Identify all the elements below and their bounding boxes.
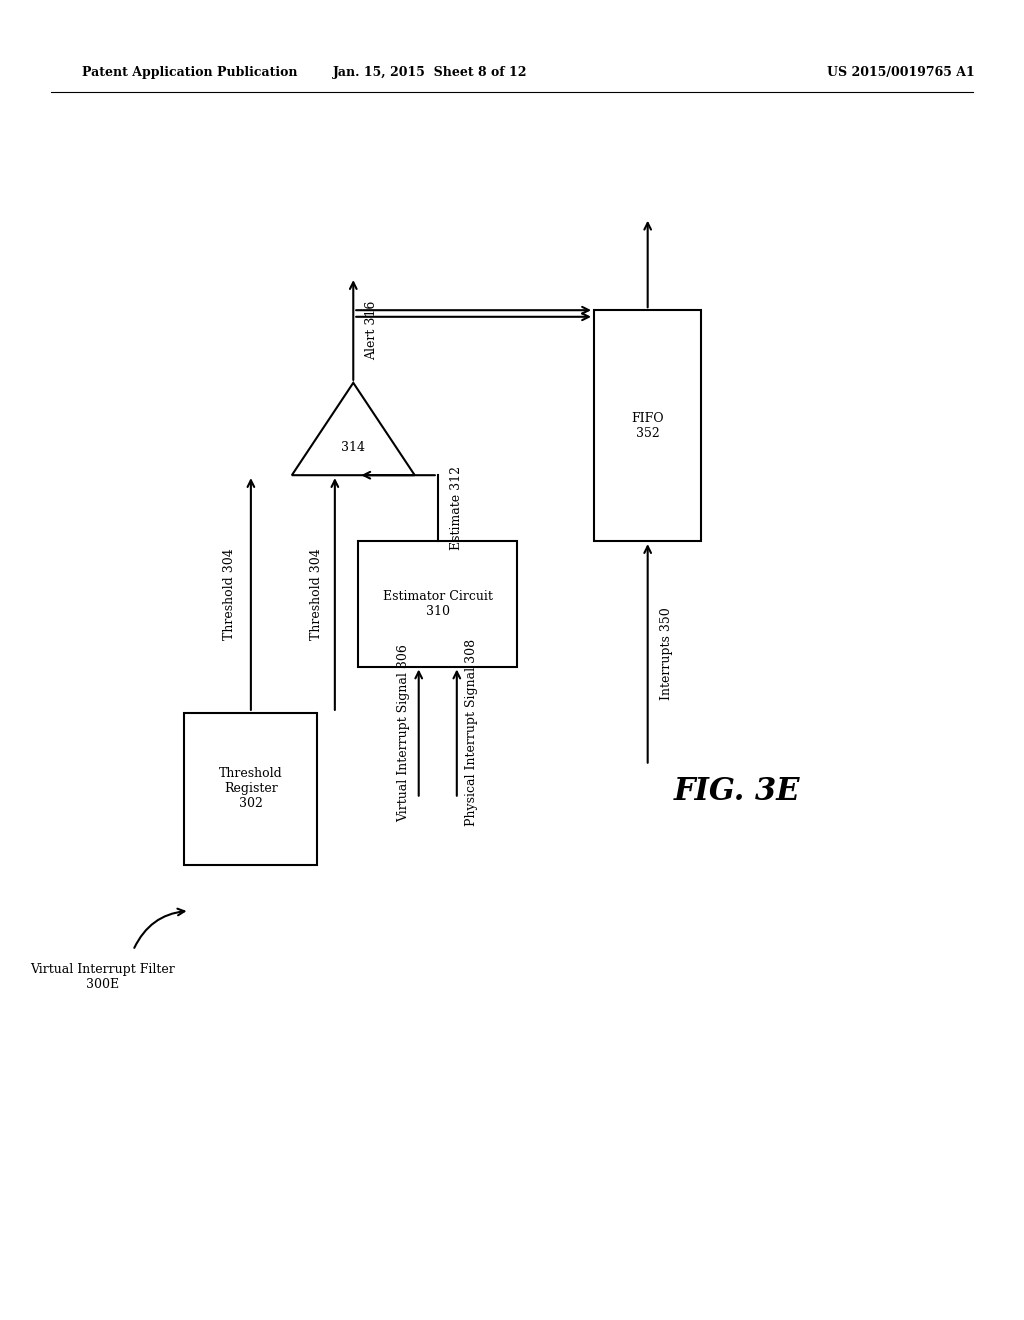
Text: Estimator Circuit
310: Estimator Circuit 310 (383, 590, 493, 618)
FancyBboxPatch shape (358, 541, 517, 667)
Text: Virtual Interrupt Signal 306: Virtual Interrupt Signal 306 (397, 644, 411, 821)
Text: US 2015/0019765 A1: US 2015/0019765 A1 (827, 66, 975, 79)
Text: FIFO
352: FIFO 352 (632, 412, 664, 440)
FancyBboxPatch shape (184, 713, 317, 865)
FancyBboxPatch shape (594, 310, 701, 541)
Text: Virtual Interrupt Filter
300E: Virtual Interrupt Filter 300E (30, 962, 175, 991)
Text: Alert 316: Alert 316 (366, 301, 379, 359)
Text: 314: 314 (341, 441, 366, 454)
Text: Interrupts 350: Interrupts 350 (659, 607, 673, 700)
Text: FIG. 3E: FIG. 3E (674, 776, 801, 808)
Text: Estimate 312: Estimate 312 (451, 466, 463, 550)
Polygon shape (292, 383, 415, 475)
Text: Threshold
Register
302: Threshold Register 302 (219, 767, 283, 810)
Text: Threshold 304: Threshold 304 (222, 548, 236, 640)
Text: Jan. 15, 2015  Sheet 8 of 12: Jan. 15, 2015 Sheet 8 of 12 (333, 66, 527, 79)
Text: Threshold 304: Threshold 304 (309, 548, 323, 640)
Text: Physical Interrupt Signal 308: Physical Interrupt Signal 308 (465, 639, 478, 826)
Text: Patent Application Publication: Patent Application Publication (82, 66, 297, 79)
